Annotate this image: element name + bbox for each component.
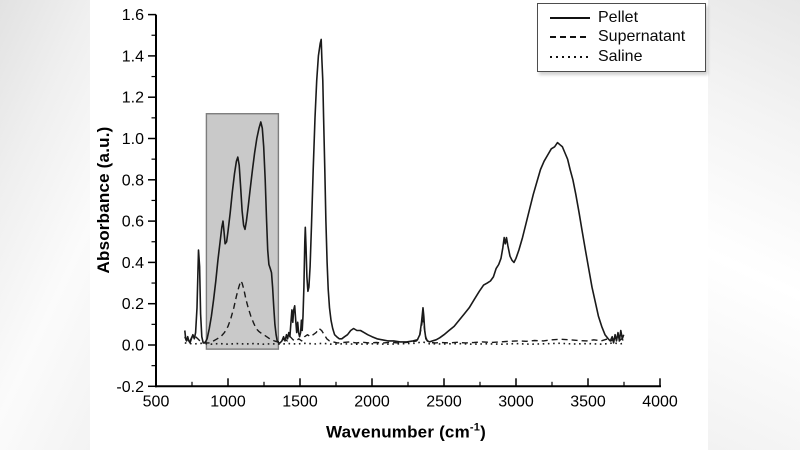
x-tick-label: 500 (143, 393, 170, 410)
y-tick-label: 1.0 (122, 131, 144, 148)
y-axis-title-text: Absorbance (a.u.) (94, 126, 113, 274)
solid-line-sample-icon (550, 16, 590, 19)
dashed-line-sample-icon (550, 36, 590, 39)
series-pellet (184, 38, 625, 344)
y-tick-label: 0.2 (122, 296, 144, 313)
y-tick-label: 0.0 (122, 338, 144, 355)
legend-label-saline: Saline (598, 48, 643, 66)
y-tick-label: 1.2 (122, 90, 144, 107)
y-tick-label: 0.6 (122, 214, 144, 231)
x-tick-label: 1000 (210, 393, 246, 410)
y-tick-label: 1.4 (122, 48, 144, 65)
y-tick-label: 0.4 (122, 255, 144, 272)
y-axis-title: Absorbance (a.u.) (94, 127, 114, 274)
x-axis-title: Wavenumber (cm-1) (326, 422, 486, 443)
y-tick-label: 1.6 (122, 7, 144, 24)
x-tick-label: 4000 (642, 393, 678, 410)
x-axis-title-superscript: -1 (469, 421, 481, 434)
left-backdrop (0, 0, 90, 450)
y-tick-label: -0.2 (116, 379, 144, 396)
dotted-line-sample-icon (550, 56, 590, 59)
y-tick-label: 0.8 (122, 172, 144, 189)
legend: Pellet Supernatant Saline (537, 3, 706, 72)
x-tick-label: 1500 (282, 393, 318, 410)
right-backdrop (708, 0, 800, 450)
x-tick-label: 3000 (498, 393, 534, 410)
legend-entry-pellet: Pellet (550, 8, 701, 27)
x-axis-title-close: ) (480, 422, 486, 442)
legend-label-supernatant: Supernatant (598, 28, 686, 46)
x-tick-label: 2000 (354, 393, 390, 410)
series-supernatant (184, 280, 625, 344)
x-axis-title-text: Wavenumber (cm (326, 422, 470, 442)
x-tick-label: 3500 (570, 393, 606, 410)
legend-entry-saline: Saline (550, 48, 701, 67)
series-saline (184, 341, 624, 345)
legend-label-pellet: Pellet (598, 8, 639, 26)
legend-entry-supernatant: Supernatant (550, 28, 701, 47)
x-tick-label: 2500 (426, 393, 462, 410)
